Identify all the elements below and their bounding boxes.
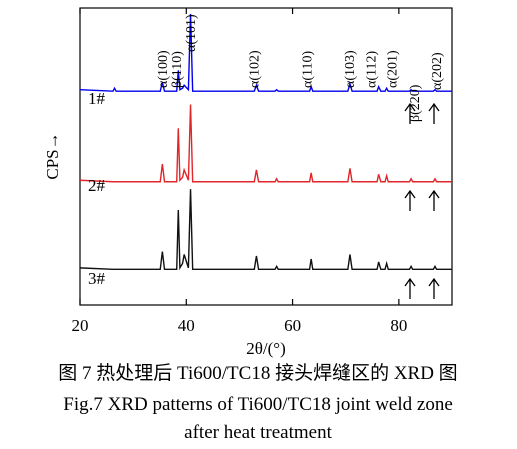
arrow	[428, 102, 440, 124]
peak-label: α(201)	[386, 50, 401, 88]
caption: 图 7 热处理后 Ti600/TC18 接头焊缝区的 XRD 图 Fig.7 X…	[58, 362, 457, 443]
peak-label: β(220)	[408, 84, 423, 122]
y-axis-label: CPS→	[43, 132, 62, 179]
x-tick-label: 20	[72, 316, 89, 335]
peak-label: β(110)	[170, 51, 185, 88]
plot-frame	[79, 7, 453, 306]
x-tick-label: 60	[284, 316, 301, 335]
x-tick-label: 80	[390, 316, 407, 335]
caption-en: after heat treatment	[184, 422, 332, 443]
xrd-line	[79, 104, 452, 183]
series-label: 2#	[88, 176, 106, 195]
caption-zh: 图 7 热处理后 Ti600/TC18 接头焊缝区的 XRD 图	[58, 362, 457, 384]
caption-en: Fig.7 XRD patterns of Ti600/TC18 joint w…	[63, 394, 453, 415]
arrows	[404, 102, 440, 299]
arrow	[428, 189, 440, 211]
series-label: 1#	[88, 89, 106, 108]
chart: 2θ/(°) CPS→ 20 40 60 801#2#3#α(100)β(110)α(…	[43, 7, 453, 358]
peak-label: α(110)	[301, 51, 316, 88]
arrow	[404, 102, 416, 124]
xrd-line	[79, 189, 452, 271]
arrow	[404, 277, 416, 299]
peak-label: α(100)	[156, 50, 171, 88]
arrow	[404, 189, 416, 211]
peak-label: α(112)	[365, 51, 380, 88]
x-axis-label: 2θ/(°)	[246, 339, 286, 358]
x-tick-label: 40	[178, 316, 195, 335]
arrow	[428, 277, 440, 299]
peak-label: α(102)	[248, 50, 263, 88]
series-label: 3#	[88, 269, 106, 288]
xrd-line	[79, 13, 452, 92]
peak-label: α(202)	[430, 52, 445, 90]
peak-label: α(103)	[343, 50, 358, 88]
peak-label: α(101)	[184, 14, 199, 52]
